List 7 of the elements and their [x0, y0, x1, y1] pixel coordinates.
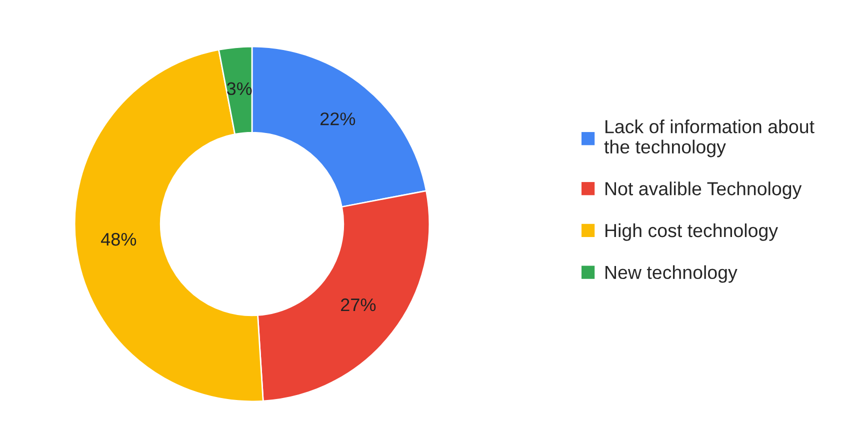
data-label: 22%: [320, 112, 356, 126]
legend-label: New technology: [606, 265, 738, 283]
data-label: 27%: [341, 298, 376, 312]
data-label: 48%: [101, 232, 136, 246]
legend-label: High cost technology: [606, 223, 778, 241]
legend-label: Not avalible Technology: [606, 182, 802, 200]
legend-label: Lack of information about the technology: [604, 120, 814, 158]
